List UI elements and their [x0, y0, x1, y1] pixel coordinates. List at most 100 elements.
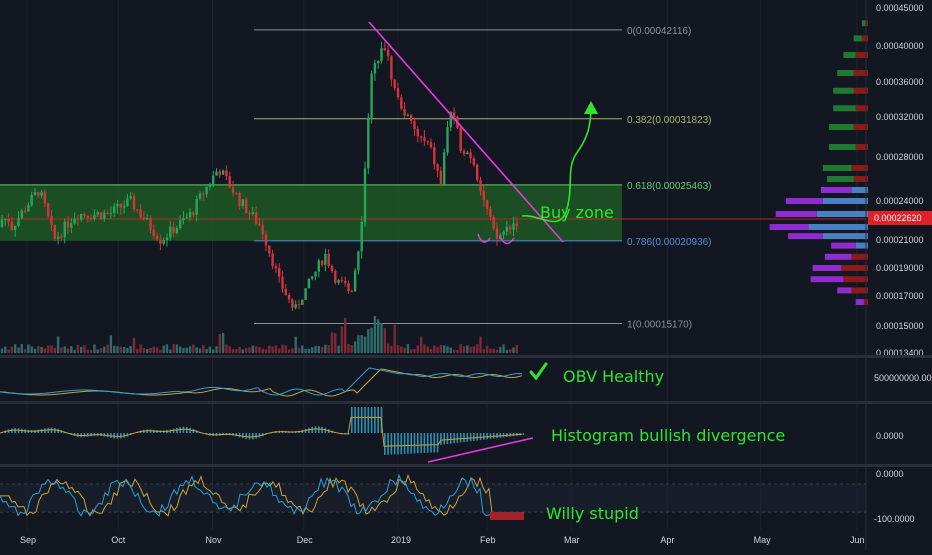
- histogram-bar: [476, 433, 478, 441]
- time-tick-label: Jun: [850, 535, 865, 545]
- candle-body: [506, 227, 508, 232]
- candle-body: [73, 219, 75, 224]
- volume-bar: [506, 350, 508, 353]
- histogram-bar: [437, 433, 439, 452]
- candle-body: [311, 276, 313, 278]
- histogram-bar: [117, 433, 119, 439]
- candle-body: [466, 152, 468, 154]
- candle-body: [222, 171, 224, 175]
- time-tick-label: May: [754, 535, 772, 545]
- volume-bar: [110, 335, 112, 353]
- volume-bar: [126, 348, 128, 353]
- histogram-bar: [252, 433, 254, 439]
- candle-body: [31, 195, 33, 205]
- volume-bar: [258, 347, 260, 353]
- histogram-bar: [463, 433, 465, 442]
- volume-bar: [493, 349, 495, 353]
- candle-body: [370, 74, 372, 118]
- fib-label: 1(0.00015170): [627, 319, 692, 330]
- histogram-bar: [440, 433, 442, 445]
- histogram-bar: [450, 433, 452, 444]
- volume-bar: [285, 345, 287, 353]
- volume-bar: [248, 347, 250, 353]
- volume-bar: [268, 346, 270, 353]
- histogram-bar: [391, 433, 393, 455]
- candle-body: [433, 147, 435, 164]
- histogram-bar: [311, 427, 313, 433]
- candle-body: [7, 219, 9, 222]
- histogram-bar: [183, 427, 185, 433]
- candle-body: [11, 222, 13, 230]
- volume-bar: [192, 344, 194, 353]
- histogram-bar: [394, 433, 396, 454]
- candle-body: [146, 218, 148, 220]
- candle-body: [304, 288, 306, 300]
- price-tick-label: 0.00040000: [876, 41, 924, 51]
- candle-body: [219, 171, 221, 174]
- volume-profile-buy-bar: [833, 88, 854, 94]
- candle-body: [159, 240, 161, 244]
- histogram-bar: [245, 433, 247, 439]
- candle-body: [179, 220, 181, 228]
- candle-body: [390, 56, 392, 79]
- time-tick-label: Sep: [20, 535, 36, 545]
- volume-bar: [219, 334, 221, 353]
- volume-bar: [87, 349, 89, 353]
- volume-bar: [341, 326, 343, 353]
- volume-bar: [149, 348, 151, 353]
- candle-body: [229, 176, 231, 187]
- candle-body: [123, 206, 125, 207]
- volume-bar: [255, 346, 257, 353]
- volume-bar: [64, 346, 66, 353]
- candle-body: [67, 222, 69, 228]
- price-tick-label: 0.00017000: [876, 291, 924, 301]
- candle-body: [384, 48, 386, 50]
- volume-bar: [324, 345, 326, 353]
- volume-profile-sell-bar: [823, 198, 868, 204]
- histogram-bar: [387, 433, 389, 455]
- volume-bar: [11, 347, 13, 353]
- volume-bar: [24, 349, 26, 353]
- candle-body: [394, 80, 396, 88]
- candle-body: [153, 230, 155, 236]
- candle-body: [420, 136, 422, 137]
- histogram-bar: [404, 433, 406, 454]
- histogram-bar: [318, 426, 320, 433]
- volume-bar: [262, 349, 264, 353]
- candle-body: [295, 304, 297, 308]
- candle-body: [400, 97, 402, 108]
- volume-bar: [460, 344, 462, 353]
- candle-body: [291, 299, 293, 308]
- volume-bar: [278, 349, 280, 353]
- candle-body: [126, 199, 128, 207]
- candle-body: [271, 253, 273, 266]
- histogram-bar: [523, 433, 525, 435]
- candle-body: [512, 224, 514, 230]
- candle-body: [460, 128, 462, 151]
- candle-body: [341, 280, 343, 281]
- volume-bar: [463, 346, 465, 353]
- candle-body: [54, 225, 56, 239]
- candle-body: [509, 227, 511, 230]
- histogram-bar: [480, 433, 482, 440]
- volume-bar: [70, 346, 72, 353]
- time-tick-label: Mar: [564, 535, 580, 545]
- volume-bar: [443, 345, 445, 353]
- candle-body: [232, 187, 234, 192]
- candle-body: [255, 212, 257, 224]
- volume-bar: [275, 345, 277, 353]
- volume-bar: [44, 348, 46, 353]
- candle-body: [209, 184, 211, 187]
- histogram-bar: [420, 433, 422, 453]
- candle-body: [172, 227, 174, 233]
- candle-body: [225, 171, 227, 176]
- candle-body: [496, 228, 498, 239]
- candle-body: [189, 212, 191, 217]
- volume-bar: [410, 349, 412, 353]
- candle-body: [364, 168, 366, 222]
- candle-body: [397, 88, 399, 97]
- candle-body: [328, 254, 330, 266]
- candle-body: [245, 200, 247, 214]
- volume-bar: [483, 349, 485, 353]
